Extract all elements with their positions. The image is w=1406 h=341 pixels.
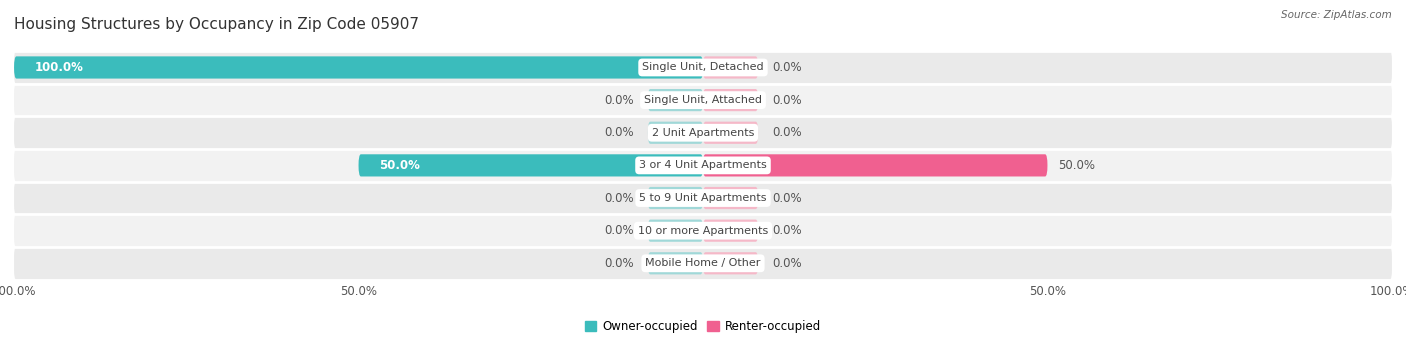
Text: 50.0%: 50.0%: [1057, 159, 1095, 172]
FancyBboxPatch shape: [14, 116, 1392, 149]
FancyBboxPatch shape: [14, 214, 1392, 247]
Text: 0.0%: 0.0%: [772, 224, 801, 237]
FancyBboxPatch shape: [648, 187, 703, 209]
FancyBboxPatch shape: [648, 122, 703, 144]
Text: Single Unit, Detached: Single Unit, Detached: [643, 62, 763, 73]
Text: 0.0%: 0.0%: [772, 61, 801, 74]
FancyBboxPatch shape: [703, 252, 758, 275]
Text: Housing Structures by Occupancy in Zip Code 05907: Housing Structures by Occupancy in Zip C…: [14, 17, 419, 32]
FancyBboxPatch shape: [14, 56, 703, 78]
FancyBboxPatch shape: [14, 149, 1392, 182]
Text: 0.0%: 0.0%: [772, 94, 801, 107]
Text: 0.0%: 0.0%: [605, 126, 634, 139]
FancyBboxPatch shape: [359, 154, 703, 177]
FancyBboxPatch shape: [14, 84, 1392, 116]
Text: 5 to 9 Unit Apartments: 5 to 9 Unit Apartments: [640, 193, 766, 203]
Text: 0.0%: 0.0%: [772, 192, 801, 205]
Text: 0.0%: 0.0%: [772, 126, 801, 139]
Text: 0.0%: 0.0%: [772, 257, 801, 270]
Text: 3 or 4 Unit Apartments: 3 or 4 Unit Apartments: [640, 160, 766, 170]
Text: 0.0%: 0.0%: [605, 224, 634, 237]
FancyBboxPatch shape: [703, 122, 758, 144]
FancyBboxPatch shape: [648, 89, 703, 111]
FancyBboxPatch shape: [14, 247, 1392, 280]
Text: 0.0%: 0.0%: [605, 257, 634, 270]
FancyBboxPatch shape: [703, 154, 1047, 177]
FancyBboxPatch shape: [703, 89, 758, 111]
FancyBboxPatch shape: [14, 51, 1392, 84]
FancyBboxPatch shape: [14, 182, 1392, 214]
Text: 10 or more Apartments: 10 or more Apartments: [638, 226, 768, 236]
Text: 2 Unit Apartments: 2 Unit Apartments: [652, 128, 754, 138]
Text: 50.0%: 50.0%: [380, 159, 420, 172]
Text: 100.0%: 100.0%: [35, 61, 83, 74]
Text: Source: ZipAtlas.com: Source: ZipAtlas.com: [1281, 10, 1392, 20]
Legend: Owner-occupied, Renter-occupied: Owner-occupied, Renter-occupied: [579, 315, 827, 338]
Text: 0.0%: 0.0%: [605, 94, 634, 107]
Text: Mobile Home / Other: Mobile Home / Other: [645, 258, 761, 268]
Text: Single Unit, Attached: Single Unit, Attached: [644, 95, 762, 105]
FancyBboxPatch shape: [703, 187, 758, 209]
FancyBboxPatch shape: [703, 56, 758, 78]
FancyBboxPatch shape: [703, 220, 758, 242]
Text: 0.0%: 0.0%: [605, 192, 634, 205]
FancyBboxPatch shape: [648, 252, 703, 275]
FancyBboxPatch shape: [648, 220, 703, 242]
